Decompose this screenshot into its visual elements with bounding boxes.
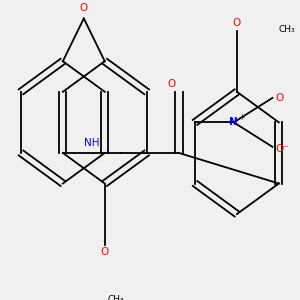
Text: N: N [230,117,238,128]
Text: NH: NH [84,138,100,148]
Text: +: + [238,112,244,122]
Text: O: O [233,18,241,28]
Text: O: O [168,79,176,89]
Text: O: O [100,247,109,257]
Text: O⁻: O⁻ [275,144,289,154]
Text: O: O [80,3,88,13]
Text: CH₃: CH₃ [279,25,295,34]
Text: CH₃: CH₃ [108,295,124,300]
Text: O: O [275,93,284,103]
